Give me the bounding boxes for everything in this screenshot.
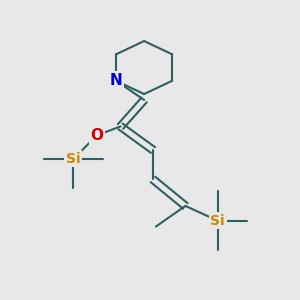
Text: Si: Si [66, 152, 81, 166]
Text: N: N [110, 73, 122, 88]
Text: O: O [91, 128, 103, 143]
Text: Si: Si [210, 214, 225, 228]
